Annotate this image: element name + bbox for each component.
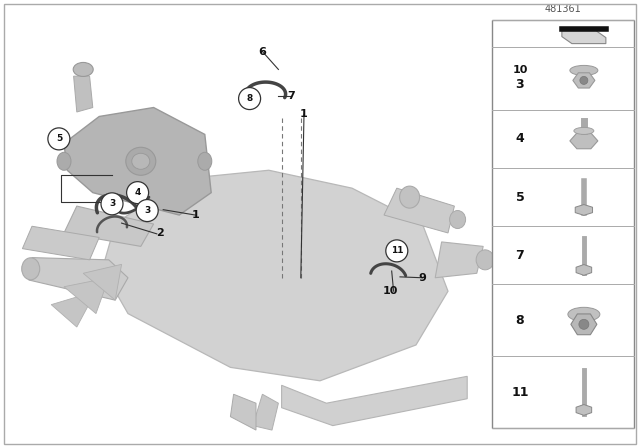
Polygon shape — [29, 258, 128, 300]
Ellipse shape — [399, 186, 420, 208]
Ellipse shape — [568, 307, 600, 321]
Polygon shape — [51, 291, 96, 327]
Text: 10: 10 — [512, 65, 527, 75]
Text: 8: 8 — [246, 94, 253, 103]
Ellipse shape — [22, 258, 40, 280]
Polygon shape — [576, 405, 591, 415]
Ellipse shape — [570, 65, 598, 75]
Text: 2: 2 — [156, 228, 164, 238]
Text: 1: 1 — [300, 109, 308, 119]
Circle shape — [136, 199, 158, 222]
Text: 9: 9 — [419, 273, 426, 283]
Circle shape — [386, 240, 408, 262]
Polygon shape — [83, 264, 122, 300]
Text: 5: 5 — [56, 134, 62, 143]
Polygon shape — [230, 394, 256, 430]
Ellipse shape — [198, 152, 212, 170]
Text: 11: 11 — [511, 385, 529, 399]
Polygon shape — [573, 73, 595, 88]
Text: 6: 6 — [259, 47, 266, 56]
Polygon shape — [575, 205, 593, 215]
Text: 5: 5 — [516, 190, 524, 204]
Polygon shape — [562, 30, 606, 43]
Text: 3: 3 — [109, 199, 115, 208]
Text: 3: 3 — [144, 206, 150, 215]
Polygon shape — [576, 264, 591, 276]
Polygon shape — [384, 188, 454, 233]
Ellipse shape — [132, 153, 150, 169]
Circle shape — [48, 128, 70, 150]
Circle shape — [579, 319, 589, 329]
Text: 481361: 481361 — [544, 4, 581, 14]
Polygon shape — [102, 170, 448, 381]
Ellipse shape — [73, 62, 93, 77]
Polygon shape — [282, 376, 467, 426]
Text: 4: 4 — [516, 132, 524, 146]
Polygon shape — [253, 394, 278, 430]
Circle shape — [239, 87, 260, 110]
Polygon shape — [64, 278, 109, 314]
Polygon shape — [74, 76, 93, 112]
Ellipse shape — [476, 250, 494, 270]
Polygon shape — [571, 314, 597, 335]
Ellipse shape — [449, 211, 466, 228]
Text: 3: 3 — [516, 78, 524, 91]
Ellipse shape — [57, 152, 71, 170]
Circle shape — [580, 77, 588, 84]
Polygon shape — [22, 226, 99, 260]
Text: 8: 8 — [516, 314, 524, 327]
Text: 11: 11 — [390, 246, 403, 255]
Polygon shape — [64, 206, 154, 246]
Text: 4: 4 — [134, 188, 141, 197]
Ellipse shape — [574, 127, 594, 134]
Bar — [492, 20, 634, 428]
Polygon shape — [64, 108, 211, 215]
Text: 10: 10 — [383, 286, 398, 296]
Text: 7: 7 — [287, 91, 295, 101]
Ellipse shape — [126, 147, 156, 175]
Circle shape — [101, 193, 123, 215]
Polygon shape — [435, 242, 483, 278]
Circle shape — [127, 181, 148, 204]
Text: 7: 7 — [516, 249, 524, 262]
Polygon shape — [570, 133, 598, 149]
Text: 1: 1 — [191, 210, 199, 220]
